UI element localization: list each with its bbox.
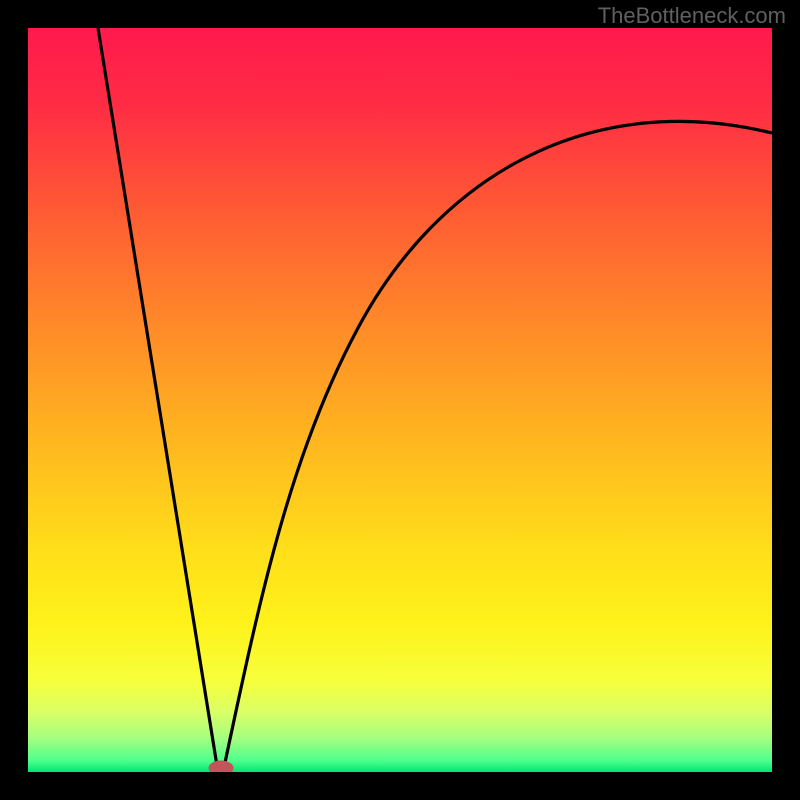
curve-layer xyxy=(0,0,800,800)
chart-frame: TheBottleneck.com xyxy=(0,0,800,800)
minimum-marker xyxy=(209,761,233,775)
curve-left-branch xyxy=(98,28,218,772)
watermark-text: TheBottleneck.com xyxy=(598,3,786,29)
curve-right-branch xyxy=(223,121,772,772)
